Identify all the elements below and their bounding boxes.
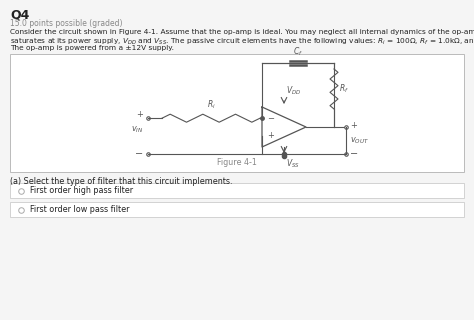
Text: First order high pass filter: First order high pass filter — [30, 186, 133, 195]
Text: +: + — [267, 131, 274, 140]
Text: −: − — [135, 149, 143, 159]
Text: 15.0 points possible (graded): 15.0 points possible (graded) — [10, 19, 122, 28]
Bar — [10, 183, 464, 198]
Text: The op-amp is powered from a ±12V supply.: The op-amp is powered from a ±12V supply… — [10, 45, 174, 51]
Text: −: − — [350, 149, 358, 159]
Text: $R_i$: $R_i$ — [207, 99, 215, 111]
Text: Figure 4-1: Figure 4-1 — [217, 158, 257, 167]
Text: +: + — [136, 110, 143, 119]
Text: First order low pass filter: First order low pass filter — [30, 205, 129, 214]
Text: +: + — [350, 121, 357, 130]
Text: Q4: Q4 — [10, 8, 29, 21]
Text: (a) Select the type of filter that this circuit implements.: (a) Select the type of filter that this … — [10, 177, 233, 186]
Text: saturates at its power supply, $V_{DD}$ and $V_{SS}$. The passive circuit elemen: saturates at its power supply, $V_{DD}$ … — [10, 37, 474, 47]
Text: $C_f$: $C_f$ — [293, 45, 303, 58]
Text: $R_f$: $R_f$ — [339, 83, 349, 95]
Text: $v_{OUT}$: $v_{OUT}$ — [350, 135, 369, 146]
Bar — [10, 54, 464, 172]
Text: Consider the circuit shown in Figure 4-1. Assume that the op-amp is ideal. You m: Consider the circuit shown in Figure 4-1… — [10, 29, 474, 35]
Text: $V_{DD}$: $V_{DD}$ — [286, 84, 301, 97]
Text: $V_{SS}$: $V_{SS}$ — [286, 157, 300, 170]
Bar — [10, 202, 464, 217]
Text: −: − — [267, 114, 274, 123]
Text: $v_{IN}$: $v_{IN}$ — [130, 124, 143, 135]
